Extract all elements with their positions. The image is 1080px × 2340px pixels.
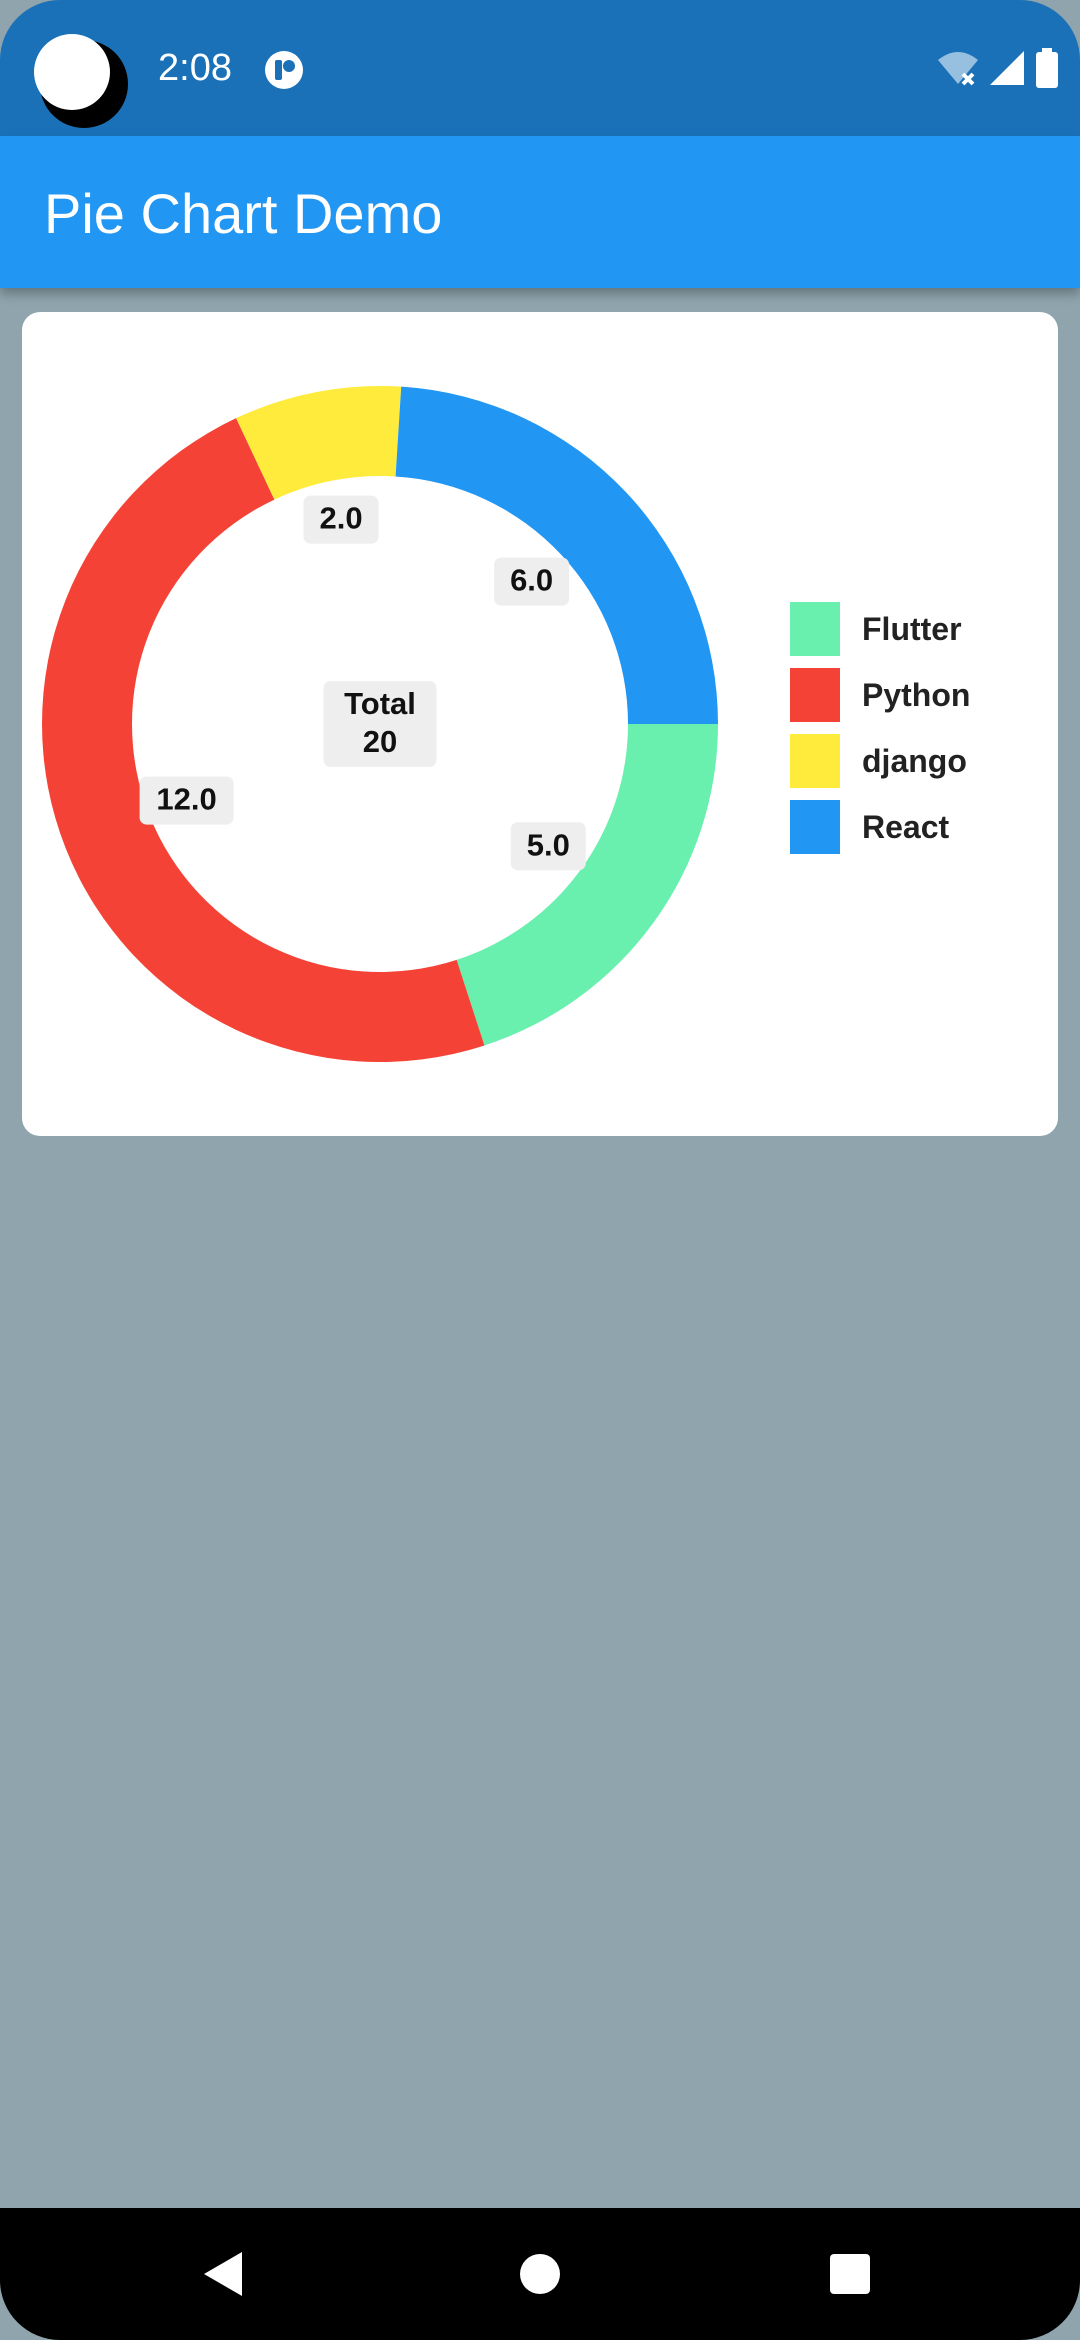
value-label-react: 6.0 [494,557,570,606]
navigation-bar [0,2208,1080,2340]
camera-cutout [34,34,128,128]
app-title: Pie Chart Demo [44,182,443,245]
legend-label: Python [862,676,971,713]
status-time: 2:08 [158,47,232,89]
svg-text:12.0: 12.0 [156,782,216,817]
status-bar: 2:08 [0,0,1080,136]
value-label-flutter: 5.0 [510,822,586,871]
recents-icon[interactable] [818,2242,882,2306]
legend-swatch [790,668,840,722]
svg-text:6.0: 6.0 [510,563,553,598]
svg-text:5.0: 5.0 [527,827,570,862]
pie-slice-flutter [456,724,718,1046]
legend-label: django [862,742,967,779]
legend-label: React [862,808,950,845]
legend-item-flutter: Flutter [790,596,1040,662]
back-icon[interactable] [194,2242,258,2306]
svg-text:20: 20 [363,724,397,759]
legend-swatch [790,800,840,854]
svg-text:Total: Total [344,686,416,721]
value-label-django: 2.0 [303,495,379,544]
app-bar: Pie Chart Demo [0,136,1080,288]
pie-slice-react [395,386,718,724]
legend-swatch [790,734,840,788]
wifi-off-icon [938,52,978,86]
value-label-python: 12.0 [139,776,234,825]
svg-text:2.0: 2.0 [319,501,362,536]
notification-app-icon [265,51,303,89]
chart-legend: Flutter Python django React [790,596,1040,860]
legend-label: Flutter [862,610,962,647]
legend-swatch [790,602,840,656]
pie-slice-django [236,386,402,500]
legend-item-python: Python [790,662,1040,728]
battery-icon [1036,48,1058,88]
legend-item-react: React [790,794,1040,860]
chart-card: 5.0 12.0 2.0 6.0 Total 20 Flutter Python django… [22,312,1058,1136]
legend-item-django: django [790,728,1040,794]
pie-slice-python [41,418,485,1062]
home-icon[interactable] [508,2242,572,2306]
cell-signal-icon [990,51,1024,85]
